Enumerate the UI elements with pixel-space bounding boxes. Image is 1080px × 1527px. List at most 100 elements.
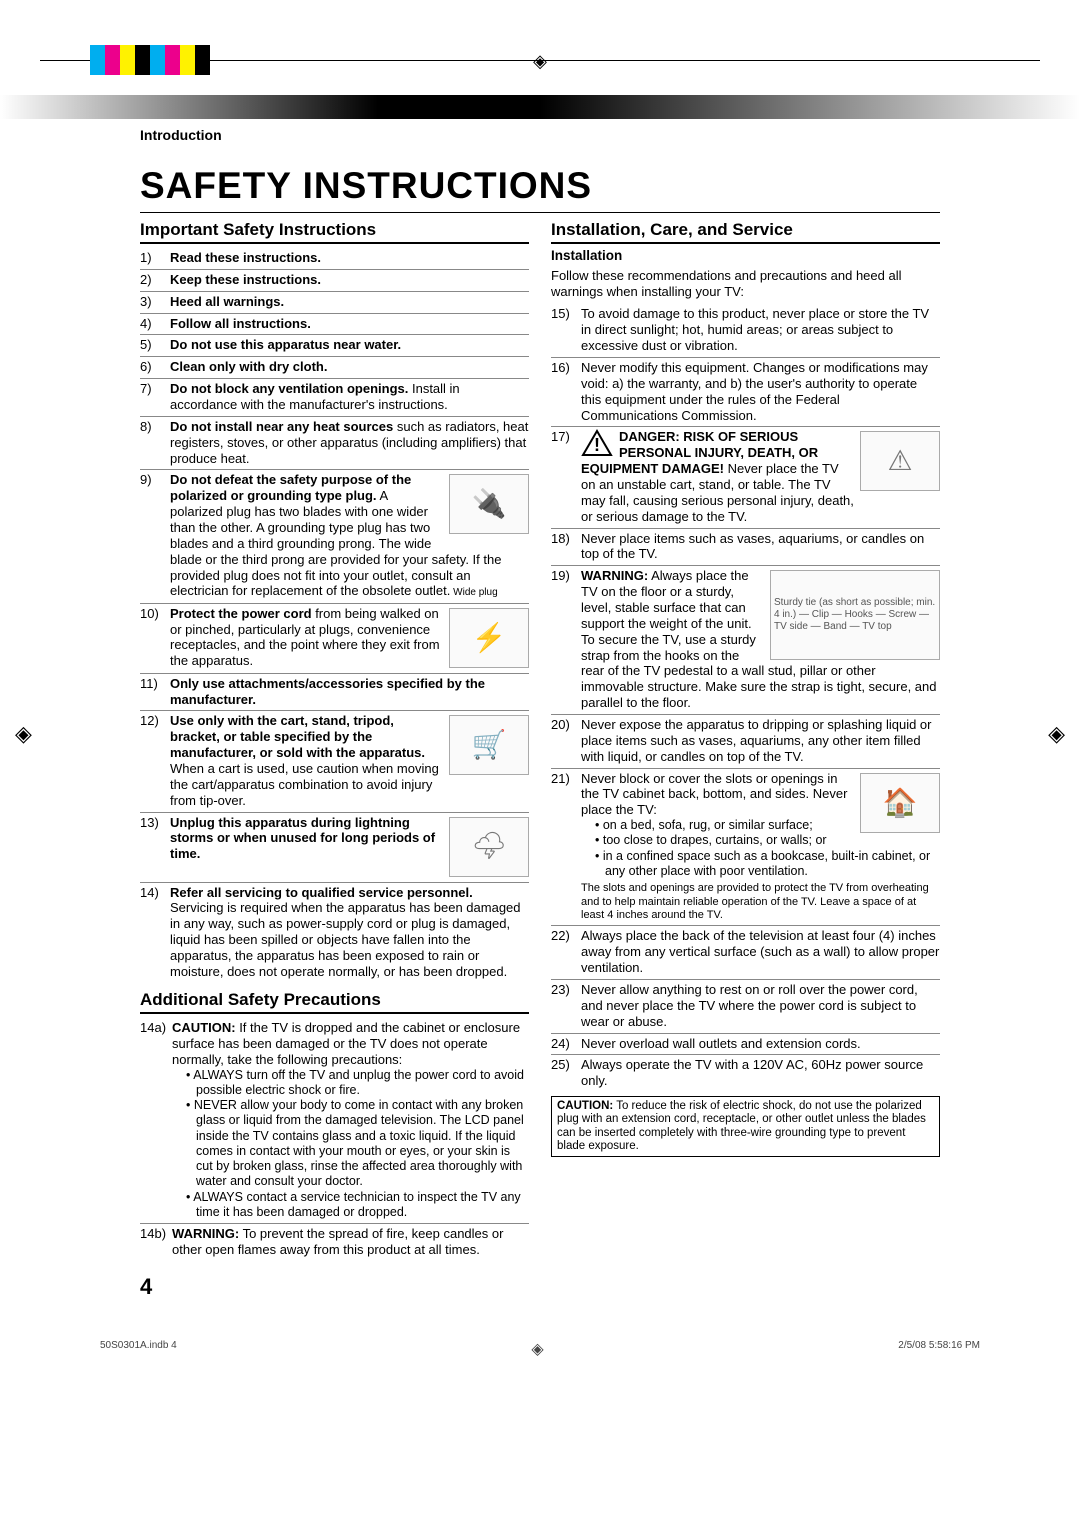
title-rule bbox=[140, 212, 940, 213]
item-number: 25) bbox=[551, 1057, 575, 1089]
item-body: Keep these instructions. bbox=[170, 272, 529, 288]
item-bold-text: Do not install near any heat sources bbox=[170, 419, 393, 434]
item-body: Do not block any ventilation openings. I… bbox=[170, 381, 529, 413]
item-bold-text: Clean only with dry cloth. bbox=[170, 359, 327, 374]
item-number: 14) bbox=[140, 885, 164, 980]
item-bold-text: Do not block any ventilation openings. bbox=[170, 381, 408, 396]
item-body: 🔌 Do not defeat the safety purpose of the… bbox=[170, 472, 529, 599]
illustration-icon: ⚡ bbox=[449, 608, 529, 668]
sub-bullet: NEVER allow your body to come in contact… bbox=[186, 1098, 529, 1190]
item-bold-text: Read these instructions. bbox=[170, 250, 321, 265]
footer-timestamp: 2/5/08 5:58:16 PM bbox=[898, 1340, 980, 1360]
list-item: 18)Never place items such as vases, aqua… bbox=[551, 529, 940, 567]
list-item: 16)Never modify this equipment. Changes … bbox=[551, 358, 940, 427]
item-number: 19) bbox=[551, 568, 575, 711]
illustration-diagram: Sturdy tie (as short as possible; min. 4… bbox=[770, 570, 940, 660]
page-title: Safety Instructions bbox=[140, 163, 1010, 209]
item-number: 1) bbox=[140, 250, 164, 266]
item-text: Servicing is required when the apparatus… bbox=[170, 900, 521, 978]
list-item: 14) Refer all servicing to qualified serv… bbox=[140, 883, 529, 983]
item-number: 22) bbox=[551, 928, 575, 976]
list-item: 15)To avoid damage to this product, neve… bbox=[551, 304, 940, 358]
heading-additional-precautions: Additional Safety Precautions bbox=[140, 989, 529, 1014]
item-body: CAUTION: If the TV is dropped and the ca… bbox=[172, 1020, 529, 1220]
item-text: When a cart is used, use caution when mo… bbox=[170, 761, 439, 808]
crop-mark-bottom: ◈ bbox=[177, 1340, 899, 1360]
list-item: 14b)WARNING: To prevent the spread of fi… bbox=[140, 1224, 529, 1261]
item-body: Refer all servicing to qualified service… bbox=[170, 885, 529, 980]
list-item: 5)Do not use this apparatus near water. bbox=[140, 335, 529, 357]
item-number: 10) bbox=[140, 606, 164, 670]
item-bold-text: Unplug this apparatus during lightning s… bbox=[170, 815, 435, 862]
item-body: To avoid damage to this product, never p… bbox=[581, 306, 940, 354]
illustration-icon: 🔌 bbox=[449, 474, 529, 534]
two-column-layout: Important Safety Instructions 1) Read the… bbox=[140, 219, 940, 1261]
installation-lead: Follow these recommendations and precaut… bbox=[551, 268, 940, 301]
list-item: 12)🛒Use only with the cart, stand, tripo… bbox=[140, 711, 529, 812]
item-number: 14b) bbox=[140, 1226, 166, 1258]
item-number: 4) bbox=[140, 316, 164, 332]
item-number: 9) bbox=[140, 472, 164, 599]
header-gradient bbox=[0, 95, 1080, 119]
item-bold-text: Keep these instructions. bbox=[170, 272, 321, 287]
item-text: Never allow anything to rest on or roll … bbox=[581, 982, 918, 1029]
item-body: Never modify this equipment. Changes or … bbox=[581, 360, 940, 423]
page: ◈ Introduction Safety Instructions Impor… bbox=[0, 0, 1080, 1390]
item-bold-text: WARNING: bbox=[172, 1226, 239, 1241]
item-body: 🛒Use only with the cart, stand, tripod, … bbox=[170, 713, 529, 808]
item-number: 15) bbox=[551, 306, 575, 354]
list-item: 3) Heed all warnings. bbox=[140, 292, 529, 314]
item-bold-text: Do not defeat the safety purpose of the … bbox=[170, 472, 411, 503]
item-body: ⚠!DANGER: RISK OF SERIOUS PERSONAL INJUR… bbox=[581, 429, 940, 524]
item-number: 12) bbox=[140, 713, 164, 808]
sub-bullet: ALWAYS turn off the TV and unplug the po… bbox=[186, 1068, 529, 1099]
list-item: 6)Clean only with dry cloth. bbox=[140, 357, 529, 379]
item-body: Do not use this apparatus near water. bbox=[170, 337, 529, 353]
item-number: 24) bbox=[551, 1036, 575, 1052]
item-after-text: The slots and openings are provided to p… bbox=[581, 882, 940, 922]
item-number: 17) bbox=[551, 429, 575, 524]
item-body: Sturdy tie (as short as possible; min. 4… bbox=[581, 568, 940, 711]
item-text: Never overload wall outlets and extensio… bbox=[581, 1036, 861, 1051]
left-column: Important Safety Instructions 1) Read the… bbox=[140, 219, 529, 1261]
sub-bullet: ALWAYS contact a service technician to i… bbox=[186, 1190, 529, 1221]
item-body: Never overload wall outlets and extensio… bbox=[581, 1036, 940, 1052]
sub-bullet-list: ALWAYS turn off the TV and unplug the po… bbox=[186, 1068, 529, 1221]
list-item: 13) 🌩 Unplug this apparatus during lightni… bbox=[140, 813, 529, 883]
item-text: Never expose the apparatus to dripping o… bbox=[581, 717, 932, 764]
warning-triangle-icon: ! bbox=[581, 429, 613, 457]
item-body: Follow all instructions. bbox=[170, 316, 529, 332]
item-number: 13) bbox=[140, 815, 164, 879]
illustration-icon: 🏠 bbox=[860, 773, 940, 833]
item-bold-text: WARNING: bbox=[581, 568, 648, 583]
item-bold-text: Heed all warnings. bbox=[170, 294, 284, 309]
item-bold-text: Only use attachments/accessories specifi… bbox=[170, 676, 485, 707]
illustration-icon: ⚠ bbox=[860, 431, 940, 491]
item-body: 🌩 Unplug this apparatus during lightning … bbox=[170, 815, 529, 879]
item-number: 16) bbox=[551, 360, 575, 423]
item-number: 23) bbox=[551, 982, 575, 1030]
item-number: 11) bbox=[140, 676, 164, 708]
section-header: Introduction bbox=[140, 127, 970, 145]
list-item: 1) Read these instructions. bbox=[140, 248, 529, 270]
sub-bullet: in a confined space such as a bookcase, … bbox=[595, 849, 940, 880]
crop-bar-top: ◈ bbox=[70, 40, 1010, 80]
item-number: 3) bbox=[140, 294, 164, 310]
caution-text: To reduce the risk of electric shock, do… bbox=[557, 1100, 926, 1152]
crop-mark-top: ◈ bbox=[533, 50, 547, 73]
list-item: 8)Do not install near any heat sources s… bbox=[140, 417, 529, 471]
item-body: Never place items such as vases, aquariu… bbox=[581, 531, 940, 563]
illustration-icon: 🌩 bbox=[449, 817, 529, 877]
item-text: Never place items such as vases, aquariu… bbox=[581, 531, 924, 562]
heading-important-safety: Important Safety Instructions bbox=[140, 219, 529, 244]
item-body: Do not install near any heat sources suc… bbox=[170, 419, 529, 467]
item-body: Always operate the TV with a 120V AC, 60… bbox=[581, 1057, 940, 1089]
page-number: 4 bbox=[140, 1273, 1010, 1301]
safety-instructions-list: 1)Read these instructions.2)Keep these i… bbox=[140, 248, 529, 983]
item-number: 20) bbox=[551, 717, 575, 765]
item-body: 🏠Never block or cover the slots or openi… bbox=[581, 771, 940, 923]
item-number: 18) bbox=[551, 531, 575, 563]
caution-box: CAUTION: To reduce the risk of electric … bbox=[551, 1096, 940, 1157]
item-bold-text: Refer all servicing to qualified service… bbox=[170, 885, 473, 900]
item-number: 8) bbox=[140, 419, 164, 467]
